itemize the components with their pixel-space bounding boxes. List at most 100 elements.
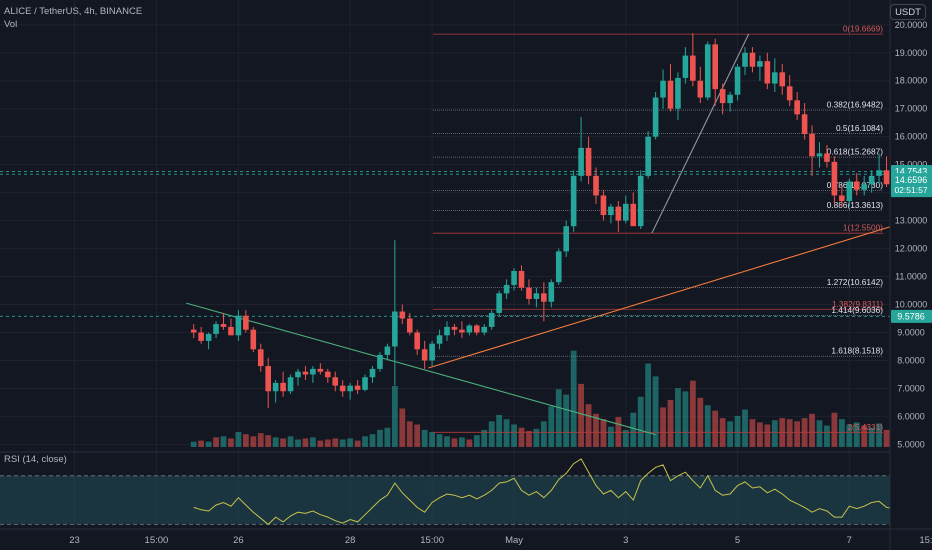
candle-body — [742, 52, 748, 67]
price-tick-label: 7.0000 — [897, 383, 925, 393]
volume-bar — [764, 424, 771, 447]
price-tick-label: 9.0000 — [897, 328, 925, 338]
volume-bar — [235, 432, 242, 447]
candle-body — [772, 72, 778, 84]
candle-body — [444, 326, 450, 336]
volume-bar — [570, 350, 577, 447]
candle-body — [608, 206, 614, 216]
volume-bar — [339, 439, 346, 447]
fibonacci-retracement[interactable]: 0(19.6669) 0.382(16.9482) 0.5(16.1084) 0.61… — [433, 24, 883, 433]
fib-level-label: 0.5(16.1084) — [836, 123, 883, 133]
fib-level-label: 1.382(9.8311) — [832, 299, 883, 309]
volume-bar — [600, 419, 607, 447]
candle-body — [235, 315, 242, 336]
volume-bar — [287, 436, 294, 447]
candle-body — [287, 377, 294, 392]
candle-body — [496, 293, 502, 313]
candle-body — [466, 325, 473, 333]
fib-level-label: 0.886(13.3613) — [827, 200, 884, 210]
fib-level-label: 1(12.5500) — [843, 223, 883, 233]
volume-bar — [399, 408, 406, 447]
volume-bar — [511, 424, 517, 447]
rsi-legend[interactable]: RSI (14, close) — [4, 454, 67, 465]
volume-bar — [324, 439, 331, 447]
fib-level-label: 1.272(10.6142) — [827, 277, 884, 287]
candle-body — [719, 89, 726, 104]
volume-bar — [310, 437, 316, 447]
symbol-line[interactable]: ALICE / TetherUS, 4h, BINANCE — [4, 6, 143, 17]
volume-bar — [466, 439, 473, 447]
fib-level-label: 1.618(8.1518) — [831, 346, 883, 356]
candle-body — [824, 153, 830, 162]
candle-body — [690, 55, 696, 81]
candle-body — [667, 80, 674, 109]
volume-bar — [205, 441, 212, 447]
volume-bar — [533, 428, 540, 447]
volume-bar — [548, 406, 555, 447]
volume-bar — [585, 404, 592, 447]
volume-bar — [630, 412, 637, 447]
candle-body — [243, 315, 249, 330]
candle-body — [734, 66, 741, 95]
candle-body — [652, 97, 659, 137]
candle-body — [518, 270, 525, 288]
candle-body — [295, 371, 301, 378]
candle-body — [846, 181, 853, 202]
volume-bar — [742, 409, 748, 447]
volume-bar — [295, 439, 301, 447]
candle-body — [563, 226, 569, 252]
volume-bar — [414, 424, 421, 447]
candle-body — [816, 153, 823, 157]
price-tick-label: 13.0000 — [895, 216, 928, 226]
candle-body — [541, 293, 547, 302]
candle-body — [555, 251, 562, 283]
price-tick-label: 6.0000 — [897, 411, 925, 421]
volume-bar — [749, 419, 756, 447]
volume-bar — [473, 435, 480, 447]
candle-body — [697, 80, 704, 98]
candle-body — [250, 329, 257, 350]
rsi-band — [0, 475, 890, 525]
volume-bar — [354, 440, 361, 447]
candle-body — [578, 147, 584, 176]
candle-body — [302, 371, 309, 375]
volume-bar — [645, 363, 652, 447]
volume-bar — [496, 414, 503, 447]
candle-body — [339, 385, 346, 392]
volume-bar — [228, 438, 234, 447]
volume-label[interactable]: Vol — [4, 19, 18, 30]
candle-body — [377, 354, 383, 369]
price-tick-label: 20.0000 — [895, 20, 928, 30]
volume-bar — [257, 433, 264, 447]
volume-bar — [459, 437, 465, 447]
time-axis[interactable]: 23 15:00 26 28 15:00 May 3 5 7 15:00 — [0, 528, 932, 546]
volume-bar — [488, 421, 495, 447]
candle-body — [503, 284, 510, 294]
candle-body — [779, 72, 786, 87]
last-price-tag: 14.6596 — [895, 175, 928, 185]
candle-body — [429, 343, 435, 361]
volume-bar — [451, 438, 458, 447]
volume-bar — [444, 436, 450, 447]
currency-button[interactable]: USDT — [890, 4, 926, 20]
candle-body — [332, 377, 339, 386]
candle-body — [325, 371, 331, 378]
volume-bar — [242, 434, 249, 447]
price-axis[interactable]: 5.0000 6.0000 7.0000 8.0000 9.0000 10.0000 11.… — [889, 0, 932, 550]
candle-body — [205, 333, 212, 341]
volume-bar — [868, 427, 875, 447]
candle-body — [853, 181, 860, 190]
candle-body — [593, 175, 599, 196]
candle-body — [831, 161, 838, 196]
candle-body — [623, 203, 629, 221]
volume-bar — [436, 434, 443, 447]
time-tick-label: 5 — [735, 535, 740, 546]
candle-body — [384, 346, 391, 355]
candle-body — [459, 329, 465, 333]
trendlines[interactable] — [0, 33, 932, 436]
volume-bar — [727, 421, 733, 447]
candle-body — [645, 136, 651, 176]
volume-bar — [637, 396, 644, 447]
candle-body — [265, 366, 271, 392]
